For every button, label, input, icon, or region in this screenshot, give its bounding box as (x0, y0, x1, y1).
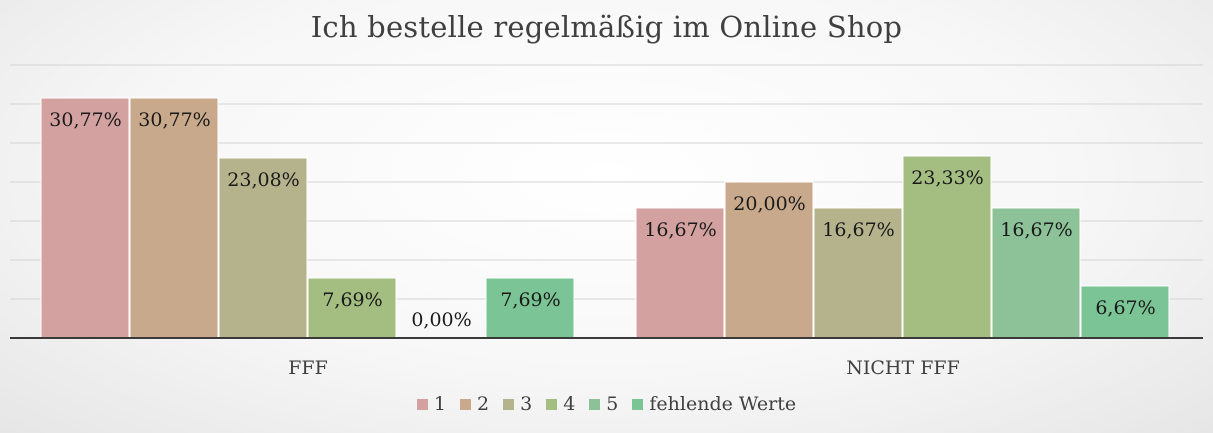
bar-1-4 (991, 207, 1081, 339)
legend-swatch (546, 398, 558, 410)
legend-item-2: 3 (503, 393, 532, 415)
legend-label: 3 (520, 393, 533, 415)
legend-label: 4 (563, 393, 576, 415)
legend-item-1: 2 (460, 393, 489, 415)
data-label-1-5: 6,67% (1095, 297, 1155, 319)
data-label-1-4: 16,67% (1000, 219, 1072, 241)
legend-item-0: 1 (416, 393, 446, 415)
bar-1-2 (813, 207, 903, 339)
bar-0-1 (129, 97, 219, 339)
bar-1-5 (1080, 285, 1170, 339)
legend-label: fehlende Werte (649, 393, 797, 415)
legend-label: 5 (606, 393, 619, 415)
category-label-0: FFF (288, 357, 328, 379)
category-label-1: NICHT FFF (846, 357, 960, 379)
legend-swatch (589, 398, 601, 410)
legend-item-4: 5 (589, 393, 618, 415)
legend-item-5: fehlende Werte (632, 393, 796, 415)
bar-0-0 (40, 97, 130, 339)
data-label-1-2: 16,67% (822, 219, 894, 241)
legend-item-3: 4 (546, 393, 575, 415)
legend-swatch (503, 398, 515, 410)
chart-legend: 1 2 3 4 5 fehlende Werte (0, 393, 1213, 415)
data-label-0-5: 7,69% (500, 289, 560, 311)
data-label-0-4: 0,00% (411, 309, 471, 331)
bar-0-2 (218, 157, 308, 339)
chart-title: Ich bestelle regelmäßig im Online Shop (310, 10, 903, 44)
bar-1-1 (724, 181, 814, 339)
data-label-0-0: 30,77% (49, 109, 121, 131)
legend-label: 1 (433, 393, 446, 415)
data-label-1-0: 16,67% (644, 219, 716, 241)
legend-swatch (460, 398, 471, 410)
legend-swatch (416, 398, 428, 410)
data-label-0-1: 30,77% (138, 109, 210, 131)
data-label-0-3: 7,69% (322, 289, 382, 311)
bar-0-3 (307, 277, 397, 339)
bar-1-3 (902, 155, 992, 339)
legend-label: 2 (477, 393, 490, 415)
data-label-1-1: 20,00% (733, 193, 805, 215)
data-label-0-2: 23,08% (227, 169, 299, 191)
data-label-1-3: 23,33% (911, 167, 983, 189)
legend-swatch (632, 398, 644, 410)
bar-1-0 (635, 207, 725, 339)
